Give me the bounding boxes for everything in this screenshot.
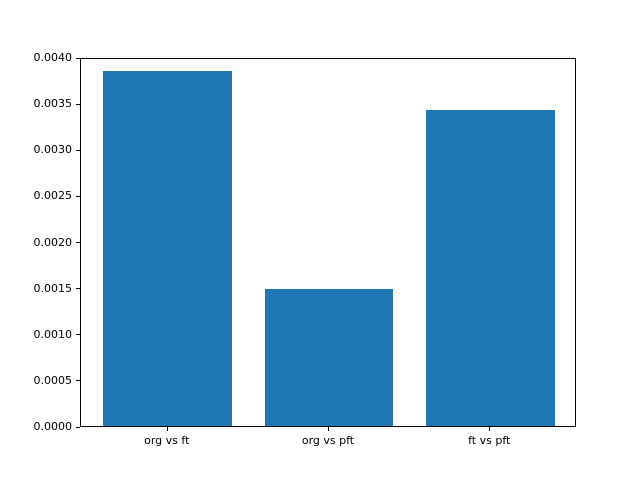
y-tick-mark: [76, 57, 80, 59]
y-tick-mark: [76, 149, 80, 151]
y-tick-label: 0.0040: [33, 51, 73, 64]
x-tick-label: ft vs pft: [468, 434, 511, 447]
y-tick-mark: [76, 380, 80, 382]
y-tick-label: 0.0005: [33, 373, 73, 387]
y-tick-label: 0.0025: [33, 189, 73, 203]
x-tick-mark: [328, 427, 329, 431]
y-tick-mark: [76, 195, 80, 197]
x-tick-mark: [166, 427, 168, 431]
y-tick-mark: [76, 426, 80, 428]
y-tick-label: 0.0035: [33, 97, 73, 111]
x-tick-mark: [489, 427, 491, 431]
bar-org-vs-pft: [264, 288, 394, 426]
x-tick-label: org vs ft: [144, 434, 190, 447]
x-tick-label: org vs pft: [301, 434, 355, 447]
y-tick-label: 0.0010: [33, 327, 73, 341]
y-tick-mark: [76, 288, 80, 290]
y-tick-mark: [76, 334, 80, 336]
y-tick-label: 0.0020: [33, 235, 73, 249]
bar-org-vs-ft: [103, 70, 233, 426]
y-tick-label: 0.0015: [33, 281, 73, 295]
y-tick-mark: [76, 242, 80, 243]
bar-ft-vs-pft: [425, 109, 555, 426]
y-tick-mark: [76, 103, 80, 105]
y-tick-label: 0.0030: [33, 143, 73, 157]
y-tick-label: 0.0000: [33, 420, 73, 433]
plot-area: [80, 58, 576, 427]
